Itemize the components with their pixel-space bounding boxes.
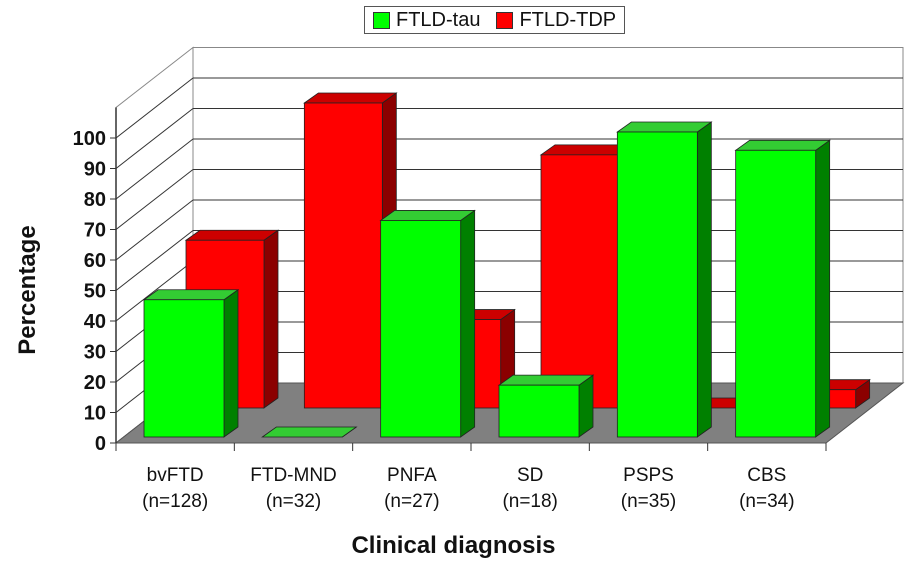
x-tick-label: PSPS — [623, 465, 674, 486]
bar-ftld-tau — [143, 299, 225, 438]
x-tick-label: PNFA — [387, 465, 437, 486]
x-tick-count: (n=35) — [621, 491, 676, 512]
y-tick-label: 100 — [73, 128, 106, 150]
bar-ftld-tau-side — [460, 209, 476, 438]
gridline-side — [115, 108, 194, 169]
x-tick-label: CBS — [747, 465, 786, 486]
gridline-side — [115, 199, 194, 261]
y-tick-label: 40 — [84, 311, 106, 333]
x-axis-title: Clinical diagnosis — [351, 532, 556, 559]
legend-item-ftld-tau: FTLD-tau — [373, 9, 480, 32]
legend-label-ftld-tdp: FTLD-TDP — [519, 8, 617, 31]
y-tick-label: 60 — [84, 250, 106, 272]
bar-ftld-tau-top — [616, 121, 713, 133]
x-tick-label: bvFTD — [147, 465, 204, 486]
bar-ftld-tau-top — [142, 289, 240, 301]
y-axis-title: Percentage — [14, 225, 41, 355]
bar-ftld-tau — [735, 149, 817, 438]
y-tick-label: 0 — [95, 433, 106, 455]
legend-swatch-ftld-tau — [373, 11, 390, 29]
bar-ftld-tdp — [540, 154, 620, 409]
x-tick-count: (n=34) — [739, 491, 794, 512]
bar-ftld-tdp-top — [184, 229, 280, 241]
y-tick-label: 70 — [84, 220, 106, 242]
bar-ftld-tau-side — [696, 121, 712, 438]
bar-ftld-tau-side — [815, 139, 831, 438]
gridline-side — [115, 230, 194, 291]
y-tick-label: 50 — [84, 281, 106, 303]
bar-ftld-tau-top — [497, 374, 595, 386]
y-tick-label: 90 — [84, 159, 106, 181]
x-tick-count: (n=128) — [142, 491, 208, 512]
y-tick-label: 20 — [84, 372, 106, 394]
y-tick-label: 80 — [84, 189, 106, 211]
x-tick-count: (n=18) — [502, 491, 557, 512]
legend-swatch-ftld-tdp — [496, 11, 514, 29]
bar-ftld-tau — [380, 220, 462, 438]
y-tick-label: 10 — [84, 403, 106, 425]
x-tick-count: (n=32) — [266, 491, 321, 512]
gridline-side — [115, 169, 194, 230]
x-tick-label: SD — [517, 465, 543, 486]
legend: FTLD-tau FTLD-TDP — [364, 6, 626, 34]
legend-item-ftld-tdp: FTLD-TDP — [496, 9, 616, 32]
bar-ftld-tau — [498, 384, 580, 438]
bar-ftld-tdp-top — [303, 92, 398, 104]
bar-ftld-tau-top — [261, 426, 358, 438]
bar-ftld-tau-side — [223, 288, 239, 438]
x-tick-count: (n=27) — [384, 491, 439, 512]
gridline-side — [115, 260, 194, 322]
bar-ftld-tdp — [303, 102, 383, 409]
gridline-side — [115, 138, 194, 200]
bar-ftld-tdp-side — [263, 229, 279, 409]
x-tick-label: FTD-MND — [250, 465, 337, 486]
legend-label-ftld-tau: FTLD-tau — [396, 8, 481, 31]
bar-ftld-tau-side — [578, 374, 594, 438]
bar-ftld-tau-top — [379, 210, 476, 221]
y-tick-label: 30 — [84, 342, 106, 364]
bar-ftld-tau — [616, 131, 698, 438]
bar-ftld-tau-top — [734, 139, 831, 151]
gridline-side — [115, 77, 194, 139]
